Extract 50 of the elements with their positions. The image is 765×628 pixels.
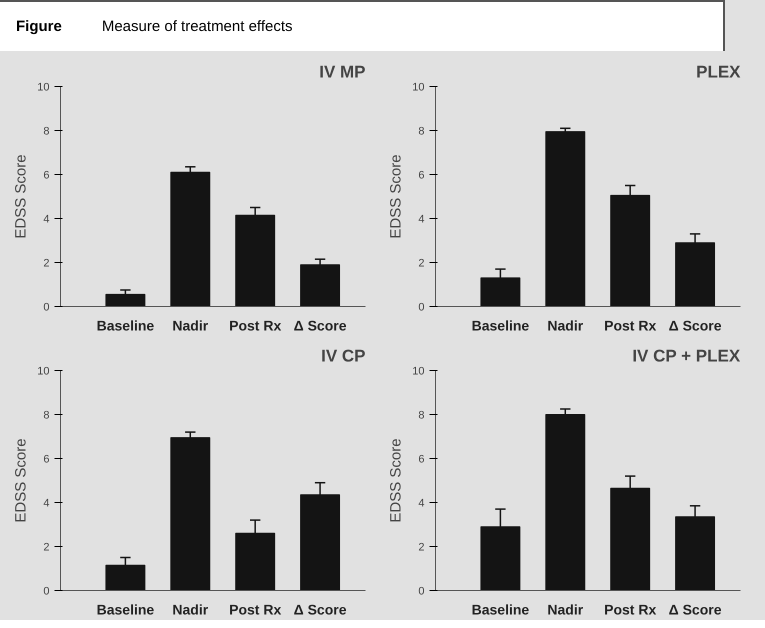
y-axis-title: EDSS Score [12,154,30,239]
y-tick-label: 4 [43,498,50,510]
x-tick-label: Post Rx [229,318,282,334]
y-tick-label: 4 [418,214,425,226]
y-tick-label: 0 [43,586,50,598]
y-tick-label: 2 [418,258,425,270]
x-tick-label: Baseline [96,602,154,618]
y-tick-label: 0 [43,302,50,314]
y-tick-label: 8 [43,126,50,138]
x-tick-label: Δ Score [668,318,722,334]
y-tick-label: 0 [418,586,425,598]
x-tick-label: Nadir [172,318,209,334]
chart-title: IV CP [321,346,366,366]
text: Figure [16,18,62,35]
y-tick-label: 4 [43,214,50,226]
y-tick-label: 6 [43,454,50,466]
x-tick-label: Δ Score [668,602,722,618]
x-tick-label: Δ Score [294,318,347,334]
y-tick-label: 8 [418,126,425,138]
y-tick-label: 0 [418,302,425,314]
y-tick-label: 4 [418,498,425,510]
x-tick-label: Δ Score [294,602,347,618]
x-tick-label: Post Rx [229,602,282,618]
y-tick-label: 10 [37,366,50,378]
x-tick-label: Nadir [547,602,584,618]
x-tick-label: Baseline [472,602,530,618]
y-tick-label: 10 [37,82,50,94]
x-tick-label: Baseline [472,318,530,334]
y-axis-title: EDSS Score [387,438,404,523]
text: Measure of treatment effects [102,18,292,35]
y-tick-label: 10 [412,82,425,94]
y-tick-label: 10 [412,366,425,378]
y-tick-label: 8 [418,410,425,422]
y-tick-label: 2 [43,258,50,270]
x-tick-label: Nadir [547,318,584,334]
y-tick-label: 6 [418,454,425,466]
y-tick-label: 8 [43,410,50,422]
y-tick-label: 6 [418,170,425,182]
y-tick-label: 2 [43,542,50,554]
x-tick-label: Nadir [172,602,209,618]
y-tick-label: 6 [43,170,50,182]
x-tick-label: Baseline [96,318,154,334]
y-axis-title: EDSS Score [12,438,30,523]
chart-title: IV MP [319,62,366,82]
y-tick-label: 2 [418,542,425,554]
chart-title: IV CP + PLEX [632,346,741,366]
x-tick-label: Post Rx [604,318,656,334]
y-axis-title: EDSS Score [387,154,404,239]
x-tick-label: Post Rx [604,602,656,618]
chart-title: PLEX [696,62,742,82]
